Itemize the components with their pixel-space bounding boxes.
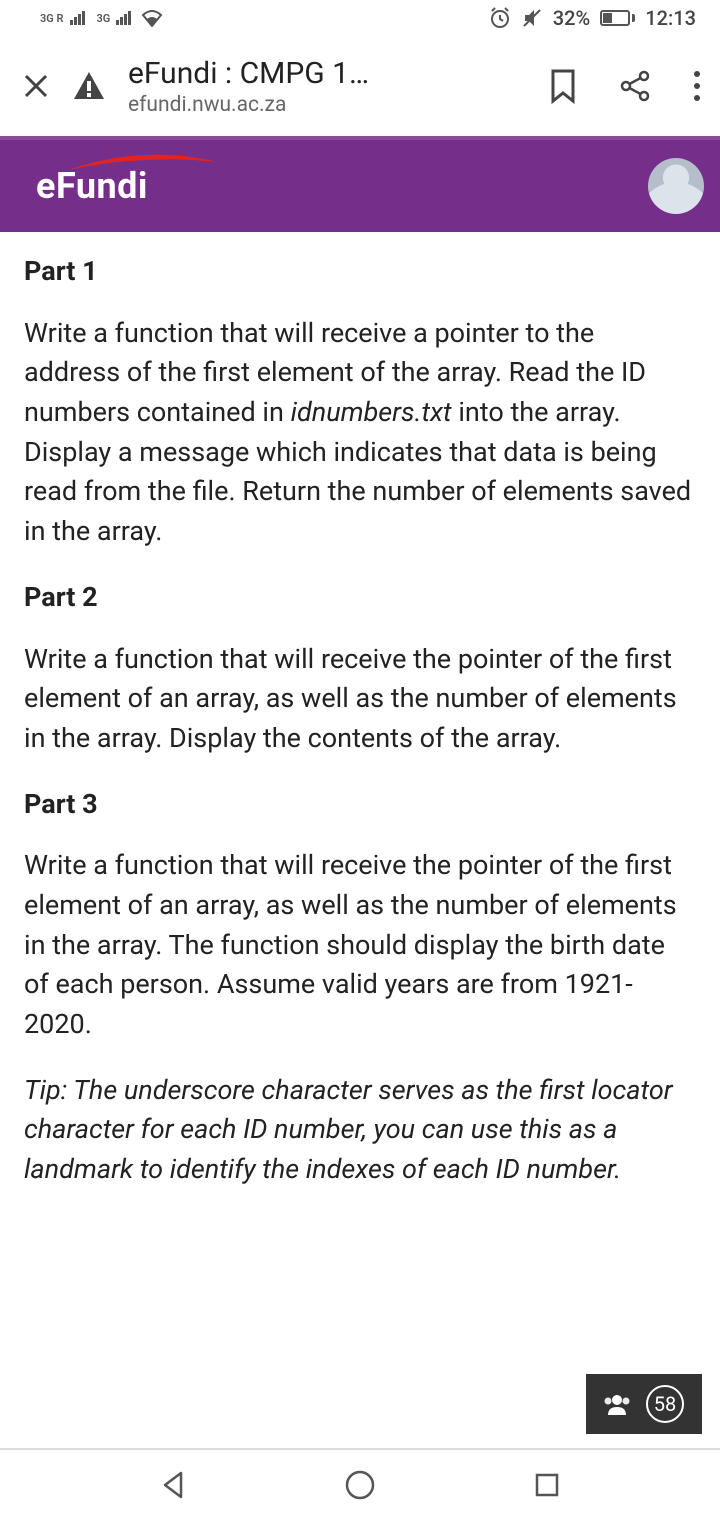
tip-text: Tip: The underscore character serves as … <box>24 1071 696 1190</box>
status-time: 12:13 <box>645 6 696 30</box>
logo-swoosh-icon <box>68 152 218 172</box>
part-2-body: Write a function that will receive the p… <box>24 640 696 759</box>
users-count: 58 <box>646 1385 684 1423</box>
alarm-icon <box>489 7 511 29</box>
part-2-heading: Part 2 <box>24 578 696 618</box>
signal-1-bars-icon <box>70 11 85 25</box>
part-1-heading: Part 1 <box>24 252 696 292</box>
users-icon <box>602 1393 632 1415</box>
signal-2: 3G <box>97 11 132 25</box>
nav-recent-icon[interactable] <box>533 1471 561 1499</box>
mute-icon <box>521 7 543 29</box>
content-area: Part 1 Write a function that will receiv… <box>0 232 720 1240</box>
status-bar: 3G R 3G 32% 12:13 <box>0 0 720 36</box>
more-icon[interactable] <box>692 69 702 103</box>
page-url: efundi.nwu.ac.za <box>128 93 526 117</box>
part-1-filename: idnumbers.txt <box>291 396 452 428</box>
part-1-body: Write a function that will receive a poi… <box>24 314 696 552</box>
nav-home-icon[interactable] <box>344 1469 376 1501</box>
close-icon[interactable] <box>22 72 50 100</box>
share-icon[interactable] <box>618 69 652 103</box>
warning-icon[interactable] <box>72 69 106 103</box>
avatar[interactable] <box>648 158 704 214</box>
page-title: eFundi : CMPG 1… <box>128 56 526 91</box>
signal-2-label: 3G <box>97 12 111 25</box>
part-3-heading: Part 3 <box>24 785 696 825</box>
battery-icon <box>600 10 635 26</box>
users-badge[interactable]: 58 <box>586 1374 702 1434</box>
nav-bar <box>0 1448 720 1520</box>
site-header: eFundi <box>0 136 720 232</box>
bookmark-icon[interactable] <box>548 68 578 104</box>
signal-2-bars-icon <box>116 11 131 25</box>
status-left: 3G R 3G <box>40 9 163 27</box>
signal-1-label: 3G R <box>40 12 64 25</box>
site-logo[interactable]: eFundi <box>36 165 148 207</box>
browser-bar: eFundi : CMPG 1… efundi.nwu.ac.za <box>0 36 720 136</box>
status-right: 32% 12:13 <box>489 6 696 30</box>
nav-back-icon[interactable] <box>159 1469 187 1501</box>
battery-percent: 32% <box>553 6 590 30</box>
title-url-group[interactable]: eFundi : CMPG 1… efundi.nwu.ac.za <box>128 56 526 117</box>
part-3-body: Write a function that will receive the p… <box>24 846 696 1044</box>
signal-1: 3G R <box>40 11 85 25</box>
wifi-icon <box>141 9 163 27</box>
